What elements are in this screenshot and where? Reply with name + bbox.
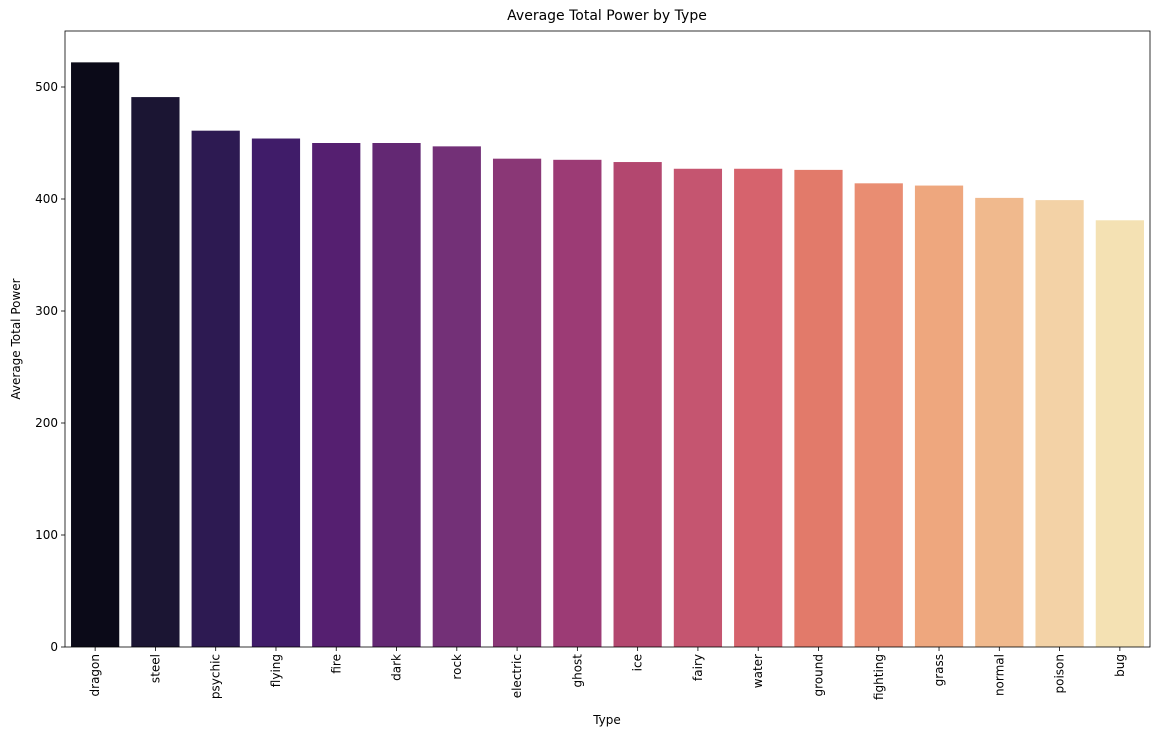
- y-tick-label: 300: [35, 304, 58, 318]
- x-tick-label-steel: steel: [148, 654, 162, 683]
- bar-electric: [492, 158, 542, 647]
- y-axis-label: Average Total Power: [9, 278, 23, 399]
- bar-normal: [975, 197, 1024, 647]
- bar-fighting: [854, 183, 903, 647]
- y-axis-ticks: 0 100 200 300 400 500: [35, 80, 65, 654]
- y-tick-label: 0: [50, 640, 58, 654]
- chart-title: Average Total Power by Type: [507, 8, 707, 24]
- x-tick-label-ghost: ghost: [570, 654, 584, 688]
- x-axis-label: Type: [592, 713, 621, 727]
- bar-fire: [312, 143, 361, 647]
- bar-dragon: [71, 62, 120, 648]
- x-tick-label-water: water: [751, 654, 765, 688]
- bar-ghost: [553, 159, 602, 648]
- x-tick-label-poison: poison: [1053, 654, 1067, 694]
- x-tick-label-electric: electric: [510, 654, 524, 698]
- x-tick-label-rock: rock: [450, 654, 464, 680]
- bar-rock: [432, 146, 481, 648]
- bar-ice: [613, 162, 662, 648]
- plot-frame: [64, 30, 1151, 648]
- x-tick-label-bug: bug: [1113, 654, 1127, 677]
- bar-bug: [1095, 220, 1144, 647]
- y-tick-label: 400: [35, 192, 58, 206]
- x-tick-label-fairy: fairy: [691, 654, 705, 681]
- bar-ground: [794, 169, 843, 647]
- y-tick-label: 100: [35, 528, 58, 542]
- bar-steel: [131, 97, 180, 647]
- bar-dark: [372, 143, 421, 647]
- bar-poison: [1035, 200, 1084, 647]
- x-tick-label-ice: ice: [631, 654, 645, 671]
- x-tick-label-dragon: dragon: [88, 654, 102, 696]
- x-axis-ticks: dragon steel psychic flying fire dark rock elec…: [88, 647, 1127, 700]
- x-tick-label-fighting: fighting: [872, 654, 886, 700]
- bar-grass: [914, 185, 964, 647]
- bar-psychic: [191, 130, 240, 647]
- x-tick-label-ground: ground: [811, 654, 825, 696]
- x-tick-label-grass: grass: [932, 654, 946, 686]
- x-tick-label-psychic: psychic: [209, 654, 223, 699]
- bars-group: [71, 62, 1144, 648]
- bar-flying: [251, 138, 301, 647]
- y-tick-label: 200: [35, 416, 58, 430]
- bar-fairy: [673, 168, 723, 647]
- bar-water: [734, 168, 783, 647]
- y-tick-label: 500: [35, 80, 58, 94]
- x-tick-label-flying: flying: [269, 654, 283, 687]
- x-tick-label-fire: fire: [329, 654, 343, 674]
- x-tick-label-normal: normal: [992, 654, 1006, 696]
- x-tick-label-dark: dark: [390, 654, 404, 681]
